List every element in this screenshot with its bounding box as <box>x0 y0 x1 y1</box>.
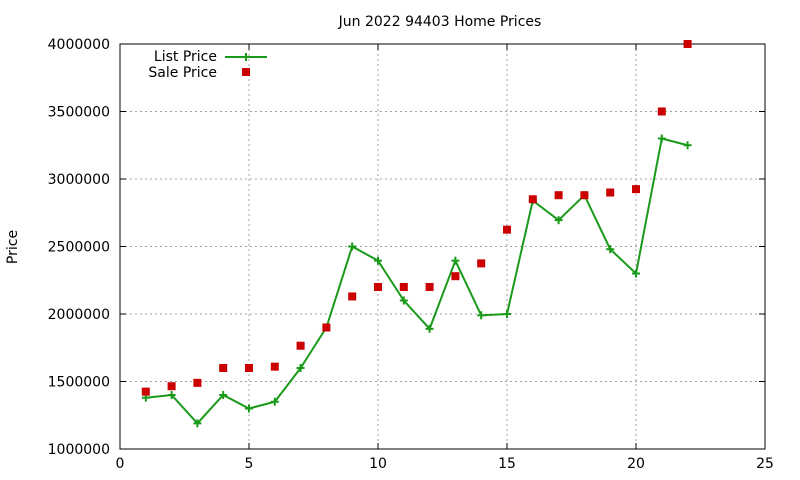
sale-price-point <box>167 382 176 391</box>
y-tick-label: 2000000 <box>48 307 110 323</box>
list-price-point <box>219 391 228 399</box>
sale-price-point <box>451 272 460 281</box>
legend-swatch-list-price-marker <box>242 53 250 61</box>
grid-lines <box>120 44 765 449</box>
sale-price-point <box>580 191 589 200</box>
x-tick-label: 20 <box>627 456 645 472</box>
x-tick-label: 5 <box>245 456 254 472</box>
y-tick-label: 3500000 <box>48 105 110 121</box>
list-price-point <box>606 245 615 254</box>
legend-label-list-price: List Price <box>154 49 217 65</box>
series-layer <box>141 40 692 428</box>
list-price-point <box>167 391 176 399</box>
list-price-point <box>296 364 305 372</box>
x-tick-label: 0 <box>116 456 125 472</box>
x-tick-label: 25 <box>756 456 774 472</box>
legend: List Price Sale Price <box>148 49 267 81</box>
sale-price-point <box>141 387 150 396</box>
list-price-point <box>270 397 279 406</box>
sale-price-point <box>270 362 279 371</box>
list-price-point <box>477 311 486 320</box>
sale-price-point <box>245 364 253 372</box>
y-axis-label: Price <box>5 230 21 264</box>
list-price-point <box>451 256 460 265</box>
list-price-point <box>245 404 253 413</box>
x-tick-label: 10 <box>369 456 387 472</box>
y-tick-label: 1500000 <box>48 375 110 391</box>
list-price-point <box>193 419 202 428</box>
sale-price-point <box>657 107 666 116</box>
sale-price-point <box>296 341 305 350</box>
list-price-point <box>399 296 408 305</box>
y-tick-label: 3000000 <box>48 172 110 188</box>
y-tick-label: 1000000 <box>48 442 110 458</box>
chart-title: Jun 2022 94403 Home Prices <box>338 14 542 30</box>
y-tick-label: 4000000 <box>48 37 110 53</box>
legend-label-sale-price: Sale Price <box>148 65 217 81</box>
list-price-point <box>348 242 357 251</box>
sale-price-point <box>399 283 408 291</box>
list-price-point <box>632 269 640 278</box>
legend-symbols <box>225 53 267 76</box>
sale-price-point <box>528 195 537 204</box>
list-price-point <box>657 134 666 143</box>
list-price-point <box>554 216 563 225</box>
axis-ticks: 0 5 10 15 20 25 1000000 1500000 2000000 2500000 30… <box>48 37 774 472</box>
list-price-point <box>683 141 692 150</box>
sale-price-point <box>193 378 202 387</box>
y-tick-label: 2500000 <box>48 240 110 256</box>
sale-price-point <box>632 185 640 194</box>
sale-price-point <box>554 191 563 200</box>
sale-price-point <box>374 283 382 291</box>
sale-price-point <box>219 364 228 372</box>
list-price-point <box>374 256 382 265</box>
x-tick-label: 15 <box>498 456 516 472</box>
sale-price-point <box>348 292 357 301</box>
sale-price-point <box>606 188 615 197</box>
list-price-point <box>425 324 434 333</box>
sale-price-point <box>425 283 434 291</box>
sale-price-point <box>477 259 486 268</box>
list-price-line <box>145 137 688 425</box>
sale-price-point <box>683 40 692 48</box>
sale-price-point <box>322 323 331 332</box>
sale-price-point <box>503 225 511 234</box>
legend-swatch-sale-price <box>242 68 250 76</box>
list-price-point <box>503 310 511 318</box>
